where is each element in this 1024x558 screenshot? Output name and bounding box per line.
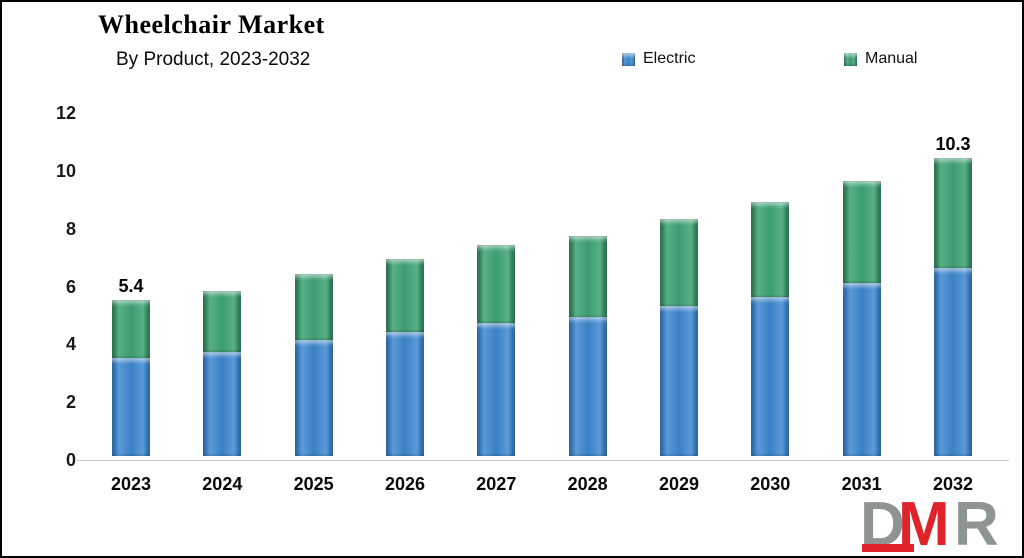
bar-segment-manual-2026 bbox=[385, 259, 424, 332]
bar-segment-electric-2030 bbox=[751, 297, 790, 456]
x-axis-label-2026: 2026 bbox=[384, 474, 425, 494]
x-axis-label-2023: 2023 bbox=[110, 474, 152, 494]
x-axis-label-2032: 2032 bbox=[932, 474, 973, 494]
y-axis-tick-8: 8 bbox=[65, 218, 76, 239]
manual-swatch-icon bbox=[844, 52, 857, 66]
electric-swatch-icon bbox=[622, 52, 635, 66]
bar-segment-manual-2025 bbox=[294, 273, 333, 341]
dmr-logo: D M R bbox=[858, 490, 1022, 558]
y-axis-tick-2: 2 bbox=[65, 392, 76, 413]
bar-segment-electric-2028 bbox=[568, 317, 607, 456]
y-axis-tick-6: 6 bbox=[65, 276, 76, 297]
x-axis-label-2031: 2031 bbox=[841, 474, 882, 494]
bar-segment-manual-2024 bbox=[203, 291, 242, 352]
bar-segment-manual-2032 bbox=[933, 158, 972, 269]
chart-subtitle: By Product, 2023-2032 bbox=[116, 49, 311, 70]
bar-segment-manual-2023 bbox=[112, 299, 150, 358]
bar-segment-electric-2023 bbox=[112, 357, 150, 456]
x-axis-label-2029: 2029 bbox=[658, 474, 699, 494]
x-axis-label-2030: 2030 bbox=[750, 474, 791, 494]
legend-item-electric: Electric bbox=[622, 50, 695, 68]
bar-2026 bbox=[385, 259, 424, 456]
x-axis-line bbox=[77, 460, 1009, 461]
x-axis-label-2024: 2024 bbox=[202, 474, 243, 494]
bar-segment-electric-2026 bbox=[385, 331, 424, 456]
bar-2027 bbox=[477, 245, 516, 456]
y-axis-tick-12: 12 bbox=[55, 103, 76, 124]
logo-letter-r: R bbox=[954, 490, 999, 558]
bar-2025 bbox=[294, 273, 333, 456]
bar-segment-manual-2031 bbox=[842, 181, 881, 283]
y-axis-tick-10: 10 bbox=[55, 161, 76, 181]
chart-title: Wheelchair Market bbox=[98, 10, 325, 39]
bar-2028 bbox=[568, 236, 607, 456]
data-label-2032: 10.3 bbox=[935, 134, 971, 155]
bar-segment-electric-2032 bbox=[933, 268, 972, 456]
bar-2024 bbox=[203, 291, 242, 456]
x-axis-label-2027: 2027 bbox=[476, 474, 517, 494]
bar-segment-manual-2027 bbox=[477, 245, 516, 324]
x-axis-label-2028: 2028 bbox=[567, 474, 608, 494]
data-label-2023: 5.4 bbox=[118, 275, 144, 296]
legend-item-manual: Manual bbox=[844, 50, 917, 68]
bar-2032 bbox=[933, 158, 972, 456]
legend-label-electric: Electric bbox=[643, 50, 696, 67]
bar-segment-electric-2027 bbox=[477, 323, 516, 456]
bar-2030 bbox=[751, 201, 790, 456]
y-axis-tick-0: 0 bbox=[65, 450, 76, 470]
legend: Electric Manual bbox=[2, 50, 1022, 72]
bar-2029 bbox=[659, 219, 698, 456]
x-axis-label-2025: 2025 bbox=[293, 474, 334, 494]
bar-segment-manual-2030 bbox=[751, 201, 790, 298]
bar-segment-electric-2024 bbox=[203, 351, 242, 456]
y-axis-tick-4: 4 bbox=[65, 334, 76, 355]
bar-segment-manual-2029 bbox=[659, 219, 698, 306]
bar-segment-manual-2028 bbox=[568, 236, 607, 318]
bar-2031 bbox=[842, 181, 881, 456]
legend-label-manual: Manual bbox=[865, 50, 918, 67]
bar-segment-electric-2031 bbox=[842, 282, 881, 456]
bar-2023 bbox=[112, 299, 150, 456]
bar-segment-electric-2029 bbox=[659, 305, 698, 456]
logo-red-swash bbox=[862, 544, 914, 552]
bar-segment-electric-2025 bbox=[294, 340, 333, 456]
